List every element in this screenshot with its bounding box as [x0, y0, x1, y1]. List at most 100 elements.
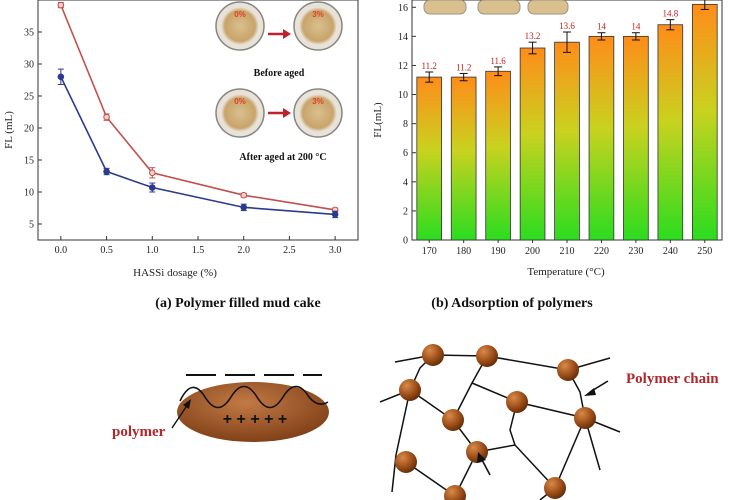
arrow-head-icon-after: [283, 108, 291, 118]
x-tick-label-b: 250: [697, 246, 712, 257]
data-point-0: [240, 191, 248, 199]
polymer-label: polymer: [112, 424, 166, 440]
x-tick-label-a: 1.5: [192, 245, 205, 256]
polymer-node: [544, 477, 566, 499]
petri-dish-before-3-fill: [299, 7, 337, 45]
x-tick-label-a: 0.0: [55, 245, 68, 256]
y-tick-label-b: 12: [398, 61, 408, 72]
polymer-node: [506, 391, 528, 413]
data-point-1: [57, 73, 65, 81]
bar: [623, 35, 649, 241]
y-tick-label-b: 6: [403, 148, 408, 159]
x-tick-label-b: 230: [628, 246, 643, 257]
x-tick-label-b: 210: [560, 246, 575, 257]
x-axis-label-a: HASSi dosage (%): [133, 267, 217, 279]
polymer-node: [557, 359, 579, 381]
x-tick-label-a: 1.0: [146, 245, 159, 256]
data-point-1: [103, 168, 110, 175]
data-label: 14: [597, 22, 607, 32]
y-tick-label-b: 16: [398, 3, 408, 14]
y-tick-label-a: 5: [29, 220, 34, 231]
data-point-0: [57, 1, 65, 9]
dish-photo-icon-2: [477, 0, 521, 15]
x-tick-label-b: 220: [594, 246, 609, 257]
polymer-chain-label: Polymer chain: [626, 371, 719, 387]
petri-dish-before-0-fill: [221, 7, 259, 45]
x-tick-label-b: 180: [456, 246, 471, 257]
dish-label-after-0: 0%: [234, 97, 246, 106]
y-tick-label-a: 20: [24, 124, 34, 135]
data-label: 11.2: [422, 61, 437, 71]
polymer-wave: [179, 385, 329, 409]
bar: [519, 47, 546, 241]
inset-before-label: Before aged: [254, 68, 305, 79]
bar: [554, 41, 580, 241]
y-tick-label-b: 8: [403, 119, 408, 130]
bar: [657, 24, 684, 241]
bar: [485, 70, 511, 241]
y-axis-label-a: FL (mL): [3, 111, 15, 149]
dish-photo-icon-1: [423, 0, 467, 15]
data-label: 11.6: [490, 56, 506, 66]
series-line-1: [60, 76, 336, 216]
caption-a: (a) Polymer filled mud cake: [155, 296, 320, 311]
bar: [588, 35, 615, 241]
data-point-0: [148, 169, 156, 177]
y-axis-label-b: FL(mL): [372, 102, 384, 138]
polymer-node: [422, 344, 444, 366]
polymer-node: [444, 485, 466, 500]
chain-pointer-arrow-icon-2: [477, 452, 486, 463]
dish-label-before-0: 0%: [234, 10, 246, 19]
polymer-pointer-line: [171, 403, 189, 429]
polymer-node: [399, 379, 421, 401]
data-label: 13.2: [525, 31, 541, 41]
petri-dish-after-0-fill: [221, 94, 259, 132]
polymer-node: [395, 451, 417, 473]
mud-cake-diagram: + + + + + polymer: [112, 374, 329, 442]
data-point-1: [240, 204, 248, 211]
bar: [691, 3, 718, 241]
x-tick-label-a: 2.5: [283, 245, 296, 256]
y-tick-label-a: 30: [24, 60, 34, 71]
data-label: 14.8: [662, 9, 678, 19]
y-tick-label-b: 0: [403, 236, 408, 247]
y-tick-label-a: 10: [24, 188, 34, 199]
y-tick-label-b: 14: [398, 32, 408, 43]
positive-charges: + + + + +: [223, 411, 288, 428]
data-label: 14: [631, 22, 641, 32]
chain-pointer-arrow-icon: [584, 388, 596, 396]
data-point-0: [103, 113, 110, 121]
y-tick-label-a: 25: [24, 92, 34, 103]
x-tick-label-a: 0.5: [100, 245, 113, 256]
inset-photos: 0% 3% Before aged 0% 3% After aged at 20…: [215, 1, 343, 163]
x-tick-label-b: 240: [663, 246, 678, 257]
x-axis-label-b: Temperature (°C): [527, 266, 605, 278]
mud-cake-ellipse: [177, 382, 329, 442]
data-point-1: [331, 211, 339, 218]
petri-dish-after-3-fill: [299, 94, 337, 132]
dish-photo-icon-3: [527, 0, 569, 15]
polymer-node: [442, 409, 464, 431]
x-tick-label-a: 3.0: [329, 245, 342, 256]
line-chart-a: 0.0 0.5 1.0 1.5 2.0 2.5 3.0 5 10 15 20 25 30 35 FL (m…: [3, 0, 359, 279]
polymer-node: [476, 345, 498, 367]
x-tick-label-b: 200: [525, 246, 540, 257]
data-point-1: [148, 184, 156, 191]
bar: [450, 76, 477, 241]
polymer-pointer-arrow-icon: [183, 399, 191, 409]
bar: [416, 76, 443, 241]
y-tick-label-a: 15: [24, 156, 34, 167]
polymer-node: [574, 407, 596, 429]
y-tick-label-b: 2: [403, 206, 408, 217]
caption-b: (b) Adsorption of polymers: [431, 296, 593, 311]
y-tick-label-a: 35: [24, 28, 34, 39]
data-label: 11.2: [456, 62, 471, 72]
data-label: 13.6: [559, 21, 575, 31]
arrow-head-icon-before: [283, 29, 291, 39]
y-tick-label-b: 10: [398, 90, 408, 101]
dish-label-after-3: 3%: [312, 97, 324, 106]
x-tick-label-b: 190: [491, 246, 506, 257]
inset-after-label: After aged at 200 °C: [239, 152, 326, 163]
